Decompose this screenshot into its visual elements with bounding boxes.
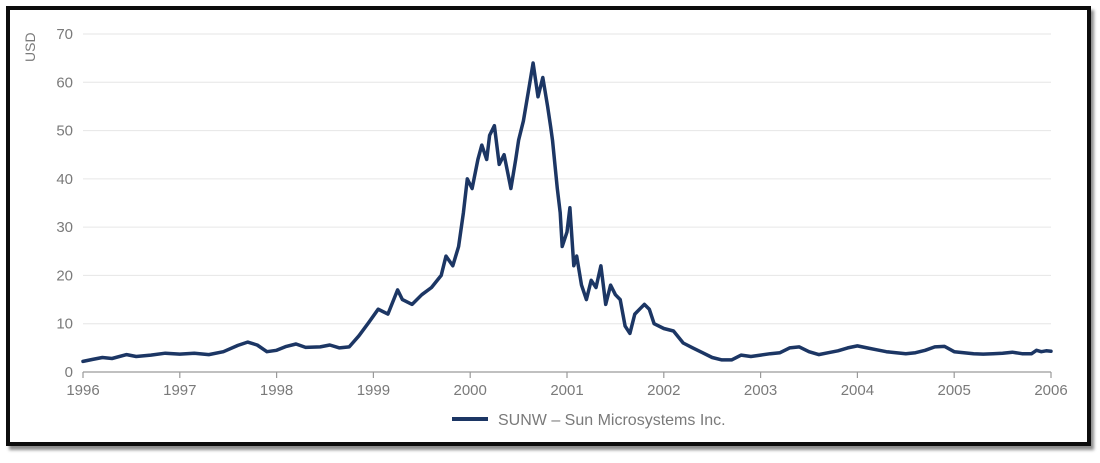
x-tick-label-2005: 2005	[938, 382, 971, 399]
y-tick-label-40: 40	[56, 171, 73, 188]
tick-labels: 0 10 20 30 40 50 60 70 1996 1997 1998 1999 2000 2001 2…	[56, 26, 1067, 399]
x-tick-label-2002: 2002	[647, 382, 680, 399]
y-tick-label-70: 70	[56, 26, 73, 43]
x-tick-label-2000: 2000	[454, 382, 487, 399]
y-tick-label-30: 30	[56, 219, 73, 236]
x-tick-label-2003: 2003	[744, 382, 777, 399]
series-layer	[81, 61, 1053, 364]
y-tick-label-60: 60	[56, 74, 73, 91]
legend-label: SUNW – Sun Microsystems Inc.	[498, 412, 726, 429]
x-tick-label-2001: 2001	[550, 382, 583, 399]
chart-frame: 0 10 20 30 40 50 60 70 1996 1997 1998 1999 2000 2001 2…	[6, 6, 1091, 446]
y-tick-label-20: 20	[56, 267, 73, 284]
x-tick-label-2006: 2006	[1034, 382, 1067, 399]
x-tick-label-1998: 1998	[260, 382, 293, 399]
grid-lines	[83, 33, 1051, 325]
x-tick-label-2004: 2004	[841, 382, 874, 399]
y-axis-title: USD	[22, 32, 38, 62]
series-line-sunw	[81, 61, 1053, 364]
x-tick-label-1997: 1997	[163, 382, 196, 399]
y-tick-label-50: 50	[56, 123, 73, 140]
x-tick-label-1996: 1996	[66, 382, 99, 399]
y-tick-label-10: 10	[56, 316, 73, 333]
line-chart: 0 10 20 30 40 50 60 70 1996 1997 1998 1999 2000 2001 2…	[22, 26, 1068, 429]
x-tick-label-1999: 1999	[357, 382, 390, 399]
legend: SUNW – Sun Microsystems Inc.	[452, 412, 726, 429]
axes	[82, 371, 1052, 378]
y-tick-label-0: 0	[65, 364, 73, 381]
